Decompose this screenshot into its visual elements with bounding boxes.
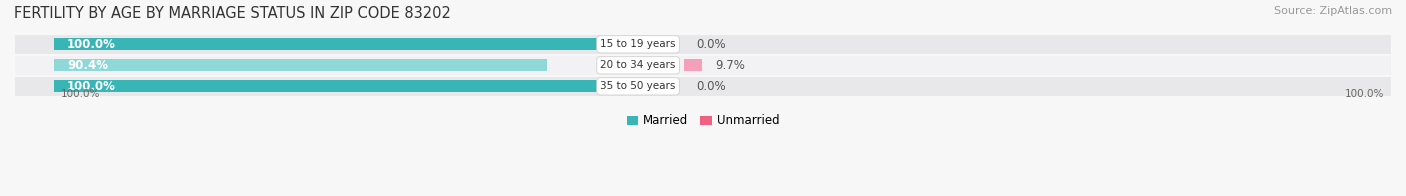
Bar [53, 59, 547, 71]
Bar [53, 80, 599, 93]
Text: 35 to 50 years: 35 to 50 years [600, 81, 676, 91]
Bar [15, 77, 1391, 96]
Bar [683, 59, 703, 71]
Text: 9.7%: 9.7% [716, 59, 745, 72]
Text: 90.4%: 90.4% [67, 59, 108, 72]
Text: 20 to 34 years: 20 to 34 years [600, 60, 676, 70]
Text: 100.0%: 100.0% [1346, 89, 1385, 99]
Bar [15, 56, 1391, 74]
Text: 0.0%: 0.0% [696, 80, 725, 93]
Text: 15 to 19 years: 15 to 19 years [600, 39, 676, 49]
Legend: Married, Unmarried: Married, Unmarried [621, 110, 785, 132]
Bar [53, 38, 599, 50]
Bar [15, 35, 1391, 54]
Text: Source: ZipAtlas.com: Source: ZipAtlas.com [1274, 6, 1392, 16]
Text: 100.0%: 100.0% [60, 89, 100, 99]
Text: 100.0%: 100.0% [67, 80, 115, 93]
Text: 0.0%: 0.0% [696, 38, 725, 51]
Text: FERTILITY BY AGE BY MARRIAGE STATUS IN ZIP CODE 83202: FERTILITY BY AGE BY MARRIAGE STATUS IN Z… [14, 6, 451, 21]
Text: 100.0%: 100.0% [67, 38, 115, 51]
